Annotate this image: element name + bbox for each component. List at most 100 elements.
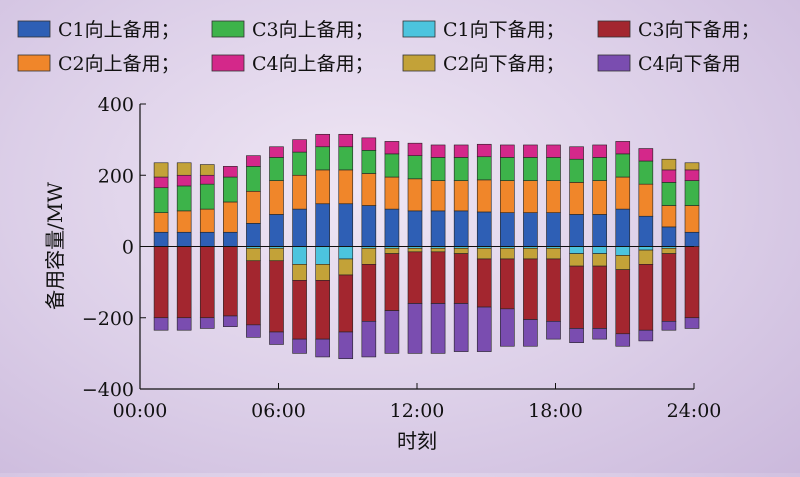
bar-segment-up [315, 133, 330, 148]
bar-segment-up [615, 208, 631, 247]
bar-segment-up [638, 160, 654, 185]
legend-swatch [211, 20, 245, 38]
bar-segment-up [246, 223, 261, 247]
bar-segment-up [592, 180, 607, 215]
bar-segment-up [153, 187, 169, 213]
bar-segment-down [338, 274, 354, 333]
bar-segment-down [569, 246, 584, 254]
bar-segment-down [223, 246, 238, 317]
bar-segment-up [246, 190, 261, 224]
bar-segment-up [684, 205, 700, 233]
bar-segment-up [407, 210, 423, 247]
bar-segment-up [407, 155, 423, 180]
legend-item: C3向上备用； [211, 19, 374, 41]
legend-swatch [17, 54, 51, 72]
bar-segment-up [569, 158, 584, 183]
bar-segment-up [361, 173, 377, 206]
bar-segment-up [476, 179, 492, 213]
bar-segment-down [292, 264, 307, 281]
bar-segment-up [684, 169, 700, 181]
bar-segment-up [592, 214, 607, 247]
bar-segment-down [546, 258, 561, 322]
bar-segment-down [407, 303, 423, 354]
bar-segment-down [500, 308, 515, 347]
bar-segment-up [176, 185, 192, 212]
bar-segment-down [407, 247, 423, 253]
bar-segment-up [315, 203, 330, 247]
bar-segment-down [453, 247, 469, 254]
bar-segment-up [199, 174, 215, 185]
bar-segment-down [338, 258, 354, 276]
legend-item: C1向下备用； [402, 19, 565, 41]
bar-segment-down [407, 251, 423, 304]
bar-segment-down [223, 315, 238, 327]
bar-segment-down [546, 247, 561, 260]
legend-swatch [597, 54, 631, 72]
bar-segment-down [361, 247, 377, 265]
plot-area [153, 133, 700, 360]
bar-segment-up [430, 210, 446, 247]
bar-segment-up [338, 169, 354, 205]
bar-segment-up [176, 174, 192, 187]
bar-segment-up [407, 142, 423, 156]
bar-segment-down [592, 328, 607, 340]
bar-segment-up [453, 157, 469, 181]
bar-segment-down [269, 247, 284, 262]
legend-swatch [17, 20, 51, 38]
bar-segment-up [546, 157, 561, 181]
bar-segment-up [476, 156, 492, 181]
bar-segment-up [223, 201, 238, 233]
legend-swatch [211, 54, 245, 72]
bar-segment-up [223, 176, 238, 203]
bar-segment-down [638, 249, 654, 265]
bar-segment-up [361, 150, 377, 174]
bar-segment-down [269, 331, 284, 345]
bar-segment-up [500, 157, 515, 181]
bar-segment-down [384, 247, 400, 254]
bar-segment-down [430, 247, 446, 253]
x-tick-label: 12:00 [390, 400, 445, 422]
bar-segment-down [615, 333, 631, 347]
bar-segment-down [592, 246, 607, 254]
bar-segment-down [546, 321, 561, 340]
bar-segment-up [384, 153, 400, 178]
bar-segment-down [661, 247, 677, 254]
bar-segment-down [269, 260, 284, 333]
bar-segment-down [476, 247, 492, 260]
bar-segment-down [615, 246, 631, 256]
bar-segment-up [430, 144, 446, 158]
bar-segment-up [638, 148, 654, 162]
y-tick-label: 0 [122, 237, 134, 259]
bar-segment-down [661, 321, 677, 331]
bar-segment-down [638, 264, 654, 331]
bar-segment-up [199, 164, 215, 176]
bar-segment-up [430, 180, 446, 212]
bar-segment-down [292, 246, 307, 265]
bar-segment-down [361, 264, 377, 322]
bar-segment-up [199, 183, 215, 210]
bar-segment-up [546, 180, 561, 213]
bar-segment-up [638, 215, 654, 247]
bar-segment-down [338, 331, 354, 360]
bar-segment-down [199, 246, 215, 319]
bar-segment-down [153, 317, 169, 331]
bar-segment-up [661, 205, 677, 228]
x-tick-label: 00:00 [113, 400, 168, 422]
bar-segment-up [199, 208, 215, 233]
bar-segment-down [338, 246, 354, 260]
x-tick-label: 18:00 [528, 400, 583, 422]
bar-segment-down [246, 247, 261, 262]
bar-segment-down [638, 246, 654, 251]
legend-swatch [597, 20, 631, 38]
bar-segment-up [338, 133, 354, 148]
bar-segment-down [615, 269, 631, 335]
bar-segment-down [315, 246, 330, 265]
bar-segment-down [615, 255, 631, 270]
bar-segment-down [384, 310, 400, 354]
bar-segment-down [453, 253, 469, 304]
bar-segment-down [315, 338, 330, 358]
bar-segment-up [592, 157, 607, 181]
